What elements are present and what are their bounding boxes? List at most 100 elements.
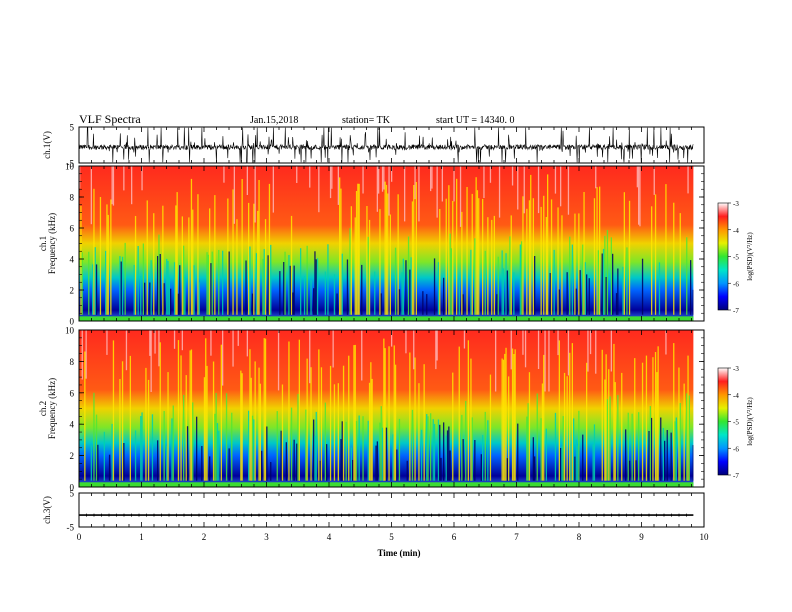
spectral-streak [283, 262, 285, 315]
spectral-streak [584, 262, 586, 315]
spectral-streak [183, 245, 185, 315]
spectral-streak [690, 260, 692, 315]
spectral-streak [609, 396, 611, 481]
spectral-streak [214, 195, 216, 315]
spectral-streak [554, 412, 557, 481]
spectral-streak [97, 444, 99, 481]
spectral-streak [366, 206, 368, 315]
spectral-streak [566, 272, 568, 315]
spectral-streak [232, 330, 234, 367]
spectral-streak [409, 269, 411, 315]
spectral-streak [409, 352, 411, 481]
spectral-streak [652, 357, 654, 481]
spectral-streak [570, 443, 572, 481]
spectral-streak [431, 166, 433, 189]
spectral-streak [465, 400, 467, 481]
y-tick-label: 5 [70, 123, 75, 133]
spectral-streak [297, 394, 299, 481]
spectral-streak [474, 440, 476, 481]
spectral-streak [133, 265, 135, 315]
spectral-streak [653, 166, 655, 195]
spectral-streak [306, 358, 308, 481]
spectral-streak [379, 209, 381, 315]
spectral-streak [319, 460, 321, 481]
spectral-streak [206, 365, 208, 481]
spectral-streak [120, 261, 122, 315]
spectral-streak [298, 339, 300, 481]
spectral-streak [415, 182, 417, 315]
spectral-streak [388, 346, 390, 481]
spectral-streak [517, 166, 519, 210]
spectral-streak [610, 330, 612, 372]
spectral-streak [513, 354, 515, 481]
spectral-streak [406, 460, 408, 481]
spectral-streak [641, 258, 644, 315]
spectral-streak [348, 355, 350, 481]
spectral-streak [692, 445, 694, 481]
x-tick-label: 5 [389, 532, 394, 542]
spectral-streak [123, 166, 125, 191]
spectral-streak [228, 251, 230, 315]
spectral-streak [355, 191, 358, 315]
spectral-streak [623, 192, 625, 315]
ch1-waveform-line [78, 127, 694, 163]
spectral-streak [461, 211, 463, 315]
spectral-streak [470, 249, 472, 315]
spectral-streak [524, 330, 527, 368]
spectral-streak [420, 429, 423, 481]
spectral-streak [528, 372, 531, 481]
spectral-streak [241, 179, 243, 315]
spectral-streak [506, 458, 508, 481]
spectral-streak [601, 253, 603, 315]
spectral-streak [449, 233, 451, 315]
spectral-streak [575, 288, 577, 315]
spectral-streak [534, 456, 536, 481]
y-tick-label: 4 [70, 255, 75, 265]
spectral-streak [385, 184, 388, 315]
ch3-waveform-panel: 5 -5 ch.3(V) [42, 489, 705, 533]
spectral-streak [439, 424, 441, 481]
spectral-streak [673, 202, 675, 315]
spectral-streak [545, 428, 547, 481]
spectral-streak [145, 367, 147, 481]
spectral-streak [284, 251, 286, 315]
spectral-streak [561, 446, 563, 481]
spectral-streak [253, 419, 255, 481]
spectral-streak [673, 343, 675, 481]
spectral-streak [405, 330, 407, 354]
spectral-streak [411, 201, 414, 315]
spectral-streak [426, 294, 428, 315]
spectral-streak [605, 277, 607, 315]
spectrogram-image [79, 330, 694, 487]
spectral-streak [289, 265, 291, 315]
spectral-streak [353, 345, 355, 481]
spectral-streak [440, 457, 442, 481]
spectral-streak [112, 166, 115, 206]
spectral-streak [628, 460, 631, 481]
spectral-streak [361, 330, 363, 381]
spectral-streak [296, 443, 298, 481]
ch1-colorbar: -3 -4 -5 -6 -7 log(PSD)(V²/Hz) [717, 200, 754, 315]
spectral-streak [595, 330, 597, 374]
spectral-streak [249, 349, 251, 481]
spectral-streak [638, 166, 640, 225]
spectral-streak [617, 395, 619, 481]
spectral-streak [84, 351, 86, 481]
spectral-streak [557, 207, 559, 315]
spectral-streak [214, 413, 216, 481]
spectral-streak [251, 415, 254, 481]
spectral-streak [381, 166, 384, 192]
spectral-streak [144, 282, 146, 315]
spectral-streak [657, 346, 659, 481]
colorbar-tick-label: -7 [733, 472, 739, 480]
spectral-streak [411, 409, 414, 481]
spectral-streak [396, 449, 398, 481]
spectral-streak [537, 330, 540, 369]
spectral-streak [651, 417, 653, 481]
spectral-streak [576, 445, 579, 481]
spectral-streak [368, 219, 371, 315]
spectral-streak [262, 258, 264, 315]
spectral-streak [430, 413, 432, 481]
spectral-streak [558, 289, 560, 315]
